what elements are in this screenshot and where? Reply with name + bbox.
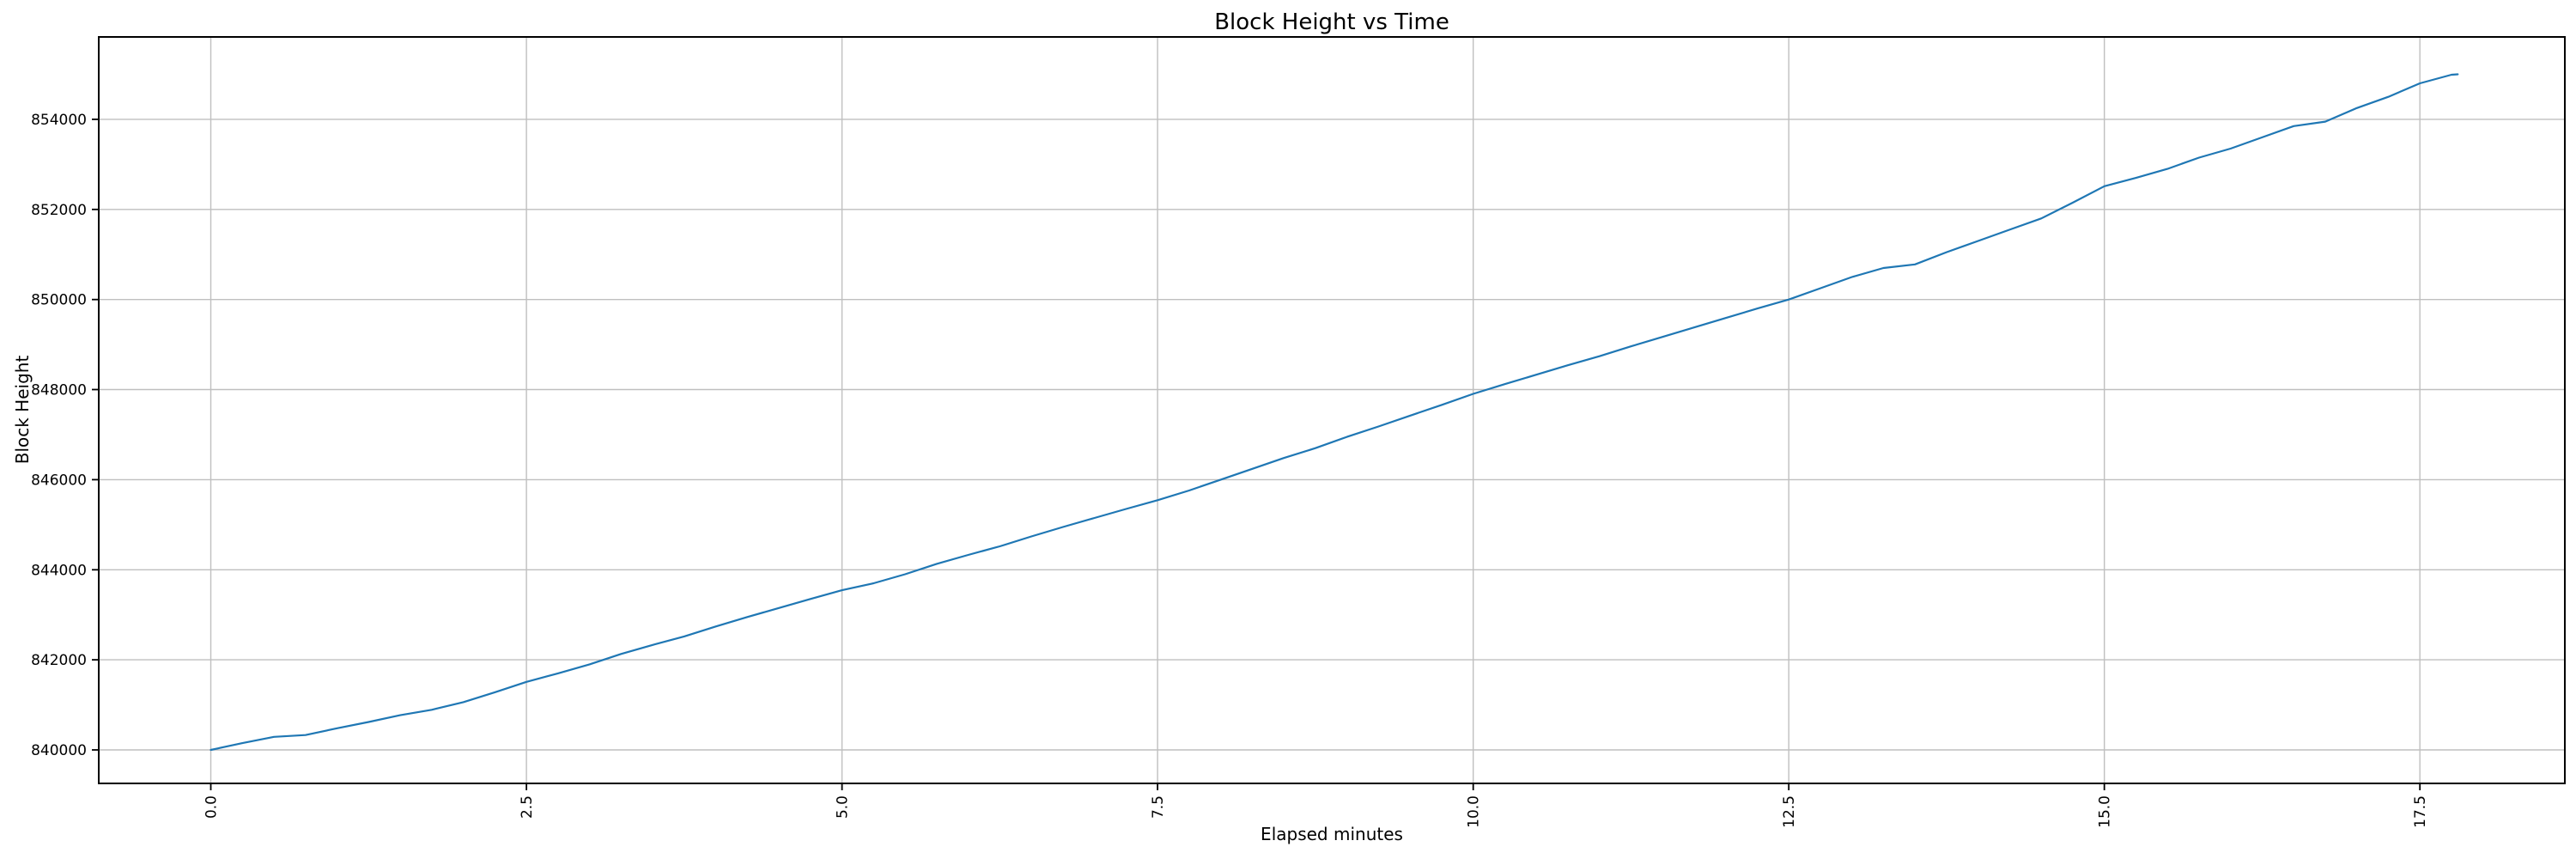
y-tick-label: 854000 bbox=[31, 112, 87, 129]
x-tick-label: 5.0 bbox=[835, 795, 852, 819]
chart-title: Block Height vs Time bbox=[1214, 9, 1449, 35]
y-tick-label: 842000 bbox=[31, 652, 87, 669]
plot-border bbox=[98, 36, 2566, 784]
x-axis-title: Elapsed minutes bbox=[1261, 824, 1403, 844]
x-tick-label: 17.5 bbox=[2412, 795, 2429, 828]
y-tick-label: 850000 bbox=[31, 292, 87, 309]
series-line bbox=[210, 73, 2459, 752]
x-tick-label: 7.5 bbox=[1150, 795, 1167, 819]
x-tick-label: 15.0 bbox=[2097, 795, 2114, 828]
x-tick-label: 0.0 bbox=[204, 795, 221, 819]
y-tick-label: 846000 bbox=[31, 472, 87, 489]
y-tick-label: 840000 bbox=[31, 742, 87, 759]
y-tick-label: 848000 bbox=[31, 382, 87, 399]
x-tick-label: 2.5 bbox=[519, 795, 536, 819]
x-tick-label: 10.0 bbox=[1466, 795, 1483, 828]
y-tick-label: 844000 bbox=[31, 562, 87, 579]
y-tick-label: 852000 bbox=[31, 202, 87, 219]
x-tick-label: 12.5 bbox=[1781, 795, 1798, 828]
